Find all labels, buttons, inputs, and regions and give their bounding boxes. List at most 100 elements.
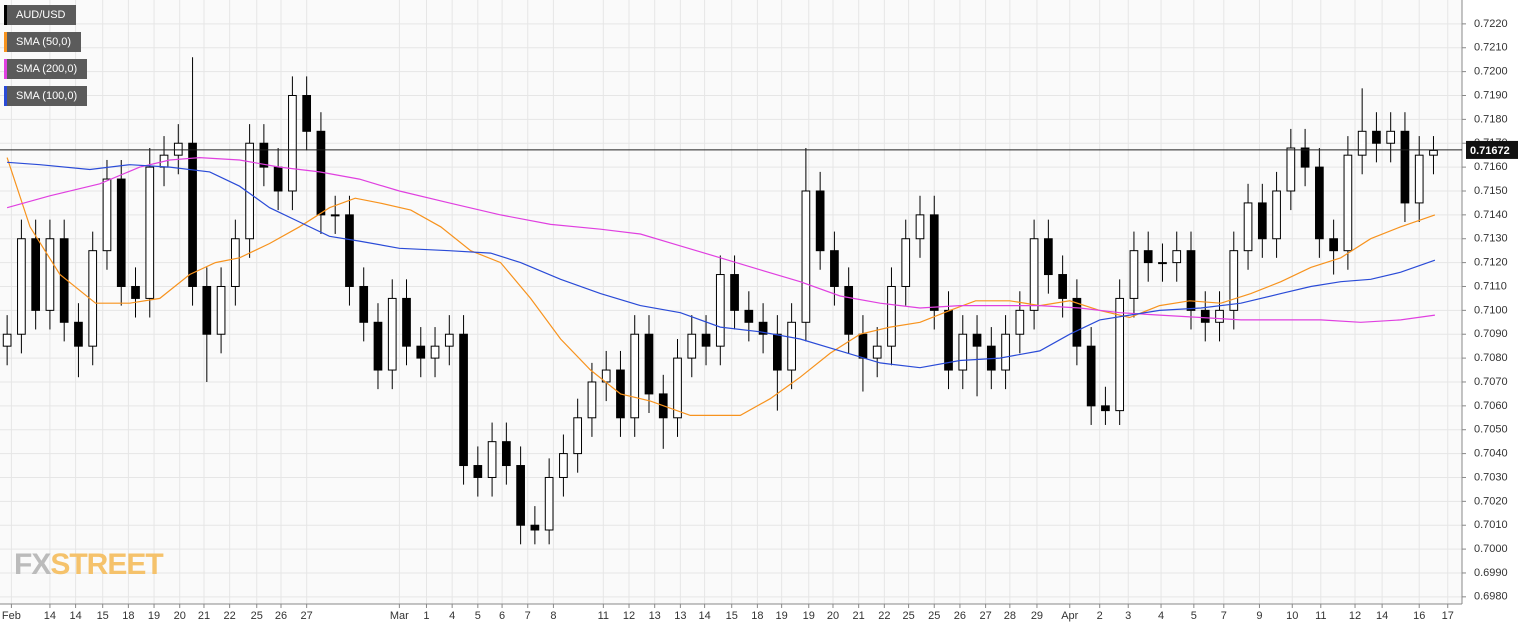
candle-body (858, 333, 868, 359)
candle-body (1115, 297, 1125, 412)
x-tick-label: 25 (251, 610, 263, 622)
x-tick-label: Apr (1061, 610, 1078, 622)
candle-body (715, 274, 725, 347)
y-tick-label: 0.7100 (1474, 304, 1508, 316)
candle-body (102, 178, 112, 252)
candle-body (444, 333, 454, 347)
x-tick-label: 18 (122, 610, 134, 622)
candle-body (302, 94, 312, 132)
x-tick-label: 26 (275, 610, 287, 622)
last-price-tag (1466, 140, 1518, 159)
candle-body (687, 333, 697, 359)
candle-body (1329, 238, 1338, 252)
y-tick-label: 0.7140 (1474, 209, 1508, 221)
x-tick-label: 7 (1221, 610, 1227, 622)
candle-body (45, 238, 55, 311)
candle-body (259, 142, 269, 168)
candle-body (1044, 238, 1053, 276)
y-tick-label: 0.7200 (1474, 66, 1508, 78)
x-tick-label: 16 (1413, 610, 1425, 622)
x-tick-label: 4 (449, 610, 455, 622)
x-tick-label: 19 (803, 610, 815, 622)
candle-body (273, 166, 283, 192)
candle-body (402, 297, 411, 347)
x-tick-label: 8 (550, 610, 556, 622)
sma-line (7, 161, 1436, 369)
candle-body (502, 441, 511, 467)
candle-body (202, 285, 212, 335)
y-tick-label: 0.7210 (1474, 42, 1508, 54)
candle-body (887, 285, 896, 347)
candle-body (530, 524, 540, 531)
candle-body (1200, 309, 1210, 323)
y-tick-label: 0.7110 (1474, 280, 1507, 292)
candle-body (2, 333, 12, 347)
y-tick-label: 0.7080 (1474, 352, 1508, 364)
y-tick-label: 0.7120 (1474, 257, 1508, 269)
x-tick-label: 12 (623, 610, 635, 622)
y-tick-label: 0.6990 (1474, 567, 1508, 579)
candle-body (1386, 130, 1396, 144)
x-tick-label: 19 (776, 610, 788, 622)
x-tick-label: 1 (423, 610, 429, 622)
x-tick-label: 15 (726, 610, 738, 622)
y-tick-label: 0.7090 (1474, 328, 1508, 340)
candle-body (1186, 250, 1196, 311)
candle-body (473, 465, 483, 478)
legend-entry: SMA (100,0) (4, 86, 88, 106)
x-tick-label: 11 (598, 610, 609, 622)
x-tick-label: 21 (853, 610, 865, 622)
x-tick-label: 25 (902, 610, 914, 622)
x-tick-label: 11 (1315, 610, 1326, 622)
x-tick-label: 13 (674, 610, 686, 622)
candle-body (1414, 154, 1424, 204)
sma-line (6, 156, 1435, 323)
x-tick-label: 14 (1376, 610, 1388, 622)
x-tick-label: 5 (1191, 610, 1197, 622)
x-tick-label: 15 (97, 610, 109, 622)
x-tick-label: 25 (928, 610, 940, 622)
y-tick-label: 0.7050 (1474, 424, 1508, 436)
legend: AUD/USD SMA (50,0) SMA (200,0) SMA (100,0) (4, 5, 88, 113)
candle-body (830, 250, 839, 287)
x-tick-label: 19 (148, 610, 160, 622)
candle-body (872, 345, 882, 359)
y-tick-label: 0.7150 (1474, 185, 1508, 197)
x-tick-label: 14 (44, 610, 56, 622)
candle-body (387, 297, 397, 371)
candle-body (1172, 250, 1182, 264)
candle-body (516, 465, 525, 526)
candle-body (1272, 190, 1281, 240)
x-tick-label: 5 (475, 610, 481, 622)
candle-body (131, 285, 140, 299)
x-tick-label: 22 (878, 610, 890, 622)
x-tick-label: Feb (2, 610, 21, 622)
y-tick-label: 0.7130 (1474, 233, 1508, 245)
candle-body (1158, 262, 1167, 265)
candle-body (787, 321, 796, 371)
x-tick-label: 9 (1256, 610, 1262, 622)
candle-body (230, 238, 240, 287)
candle-body (1372, 130, 1381, 144)
candle-body (1315, 166, 1324, 240)
candle-body (1001, 333, 1010, 371)
candle-body (1015, 309, 1025, 335)
watermark: FXSTREET (14, 548, 164, 582)
sma-line (6, 157, 1436, 416)
candle-body (929, 214, 939, 311)
candle-body (1429, 149, 1438, 156)
candle-body (487, 441, 497, 478)
candle-body (430, 345, 440, 359)
candle-body (1215, 309, 1224, 323)
y-tick-label: 0.7060 (1474, 400, 1508, 412)
legend-entry: AUD/USD (4, 5, 76, 25)
x-tick-label: 27 (301, 610, 313, 622)
y-tick-label: 0.7000 (1474, 543, 1508, 555)
candle-body (330, 214, 340, 217)
x-tick-label: 2 (1097, 610, 1103, 622)
y-tick-label: 0.7020 (1474, 495, 1508, 507)
candle-body (730, 274, 739, 311)
x-tick-label: 22 (224, 610, 236, 622)
candle-body (972, 333, 982, 347)
watermark-prefix: FX (14, 548, 51, 581)
